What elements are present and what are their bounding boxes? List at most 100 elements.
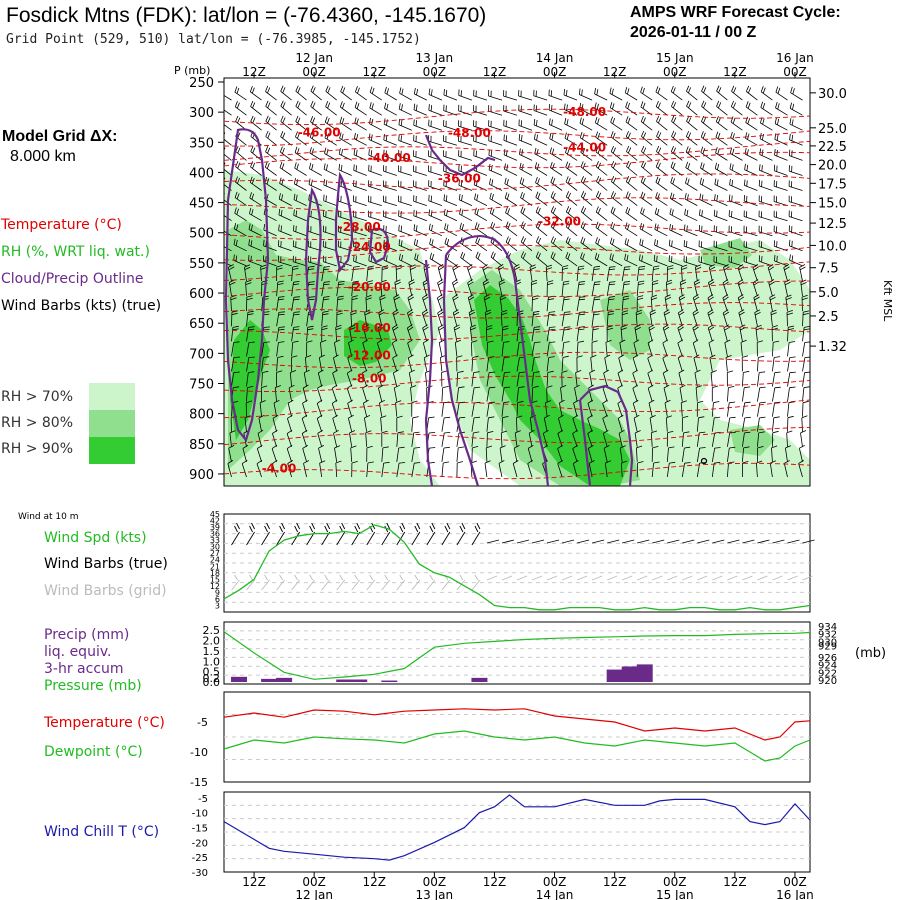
wind-barb (580, 252, 593, 267)
temperature-contour-line (224, 462, 810, 480)
wind-barb (486, 416, 495, 432)
wind-barb (744, 163, 758, 176)
wind-barb (293, 193, 307, 206)
wind-barb (321, 296, 330, 312)
wind-barb (338, 163, 352, 176)
wind-barb (473, 120, 488, 131)
wind-barb (381, 430, 388, 447)
wind-barb (738, 309, 745, 327)
wind-barb (407, 294, 415, 312)
wind-barb (550, 176, 563, 191)
wind-barb (301, 414, 308, 432)
bottom-time-label: 12Z (483, 875, 507, 889)
top-date-label: 15 Jan (656, 51, 694, 65)
wind-barb (665, 415, 673, 432)
wind-barb (291, 311, 300, 327)
wind-barb (788, 210, 803, 222)
temperature-contour-label: -48.00 (563, 105, 606, 119)
wind-barb (604, 460, 611, 478)
wind-barb (503, 90, 518, 101)
wind-barb (685, 130, 698, 146)
wind-barb (773, 225, 788, 237)
wind-barb (546, 370, 554, 387)
wind-barb (441, 461, 450, 478)
pressure-tick-label: 600 (189, 287, 214, 302)
wind-barb (742, 431, 751, 447)
surface-wind-barb-true (652, 539, 665, 544)
wind-barb (398, 103, 412, 116)
surface-wind-barb-grid (606, 575, 618, 581)
wind-barb (743, 255, 758, 267)
wind-barb (379, 294, 386, 312)
wind-barb (324, 147, 337, 161)
wind-barb (428, 209, 443, 222)
wind-barb (561, 265, 569, 282)
wind-barb (802, 371, 810, 387)
wind-barb (802, 386, 810, 402)
wind-barb (333, 429, 339, 447)
wind-barb (469, 324, 477, 342)
wind-barb (609, 253, 623, 267)
wind-barb (758, 195, 773, 206)
wind-barb (483, 294, 491, 312)
wind-barb (670, 176, 683, 191)
wind-barb (362, 339, 369, 357)
surface-wind-barb-grid (276, 574, 285, 591)
wind-barb (557, 459, 563, 478)
wind-barb (783, 460, 790, 478)
wind-barb (535, 191, 548, 206)
surface-wind-barb-true (592, 539, 605, 544)
wind-barb (527, 444, 534, 463)
wind-barb (295, 85, 307, 101)
wind-barb (505, 221, 518, 237)
wind-barb (665, 279, 673, 297)
wind-barb (280, 130, 292, 146)
height-tick-label: 20.0 (818, 159, 847, 174)
wind-barb (557, 429, 564, 447)
surface-wind-barb-grid (802, 575, 813, 581)
wind-barb (641, 160, 653, 176)
wind-barb (377, 324, 384, 342)
temperature-tick-label: -15 (190, 776, 208, 789)
wind-barb (333, 354, 339, 372)
surface-wind-barb-grid (351, 574, 361, 591)
wind-barb (632, 354, 639, 372)
wind-barb (655, 192, 668, 206)
wind-barb (546, 326, 556, 342)
wind-barb (500, 430, 508, 447)
wind-barb (769, 294, 776, 312)
wind-barb (437, 264, 445, 282)
wind-barb (471, 431, 480, 447)
cloud-outlines (224, 128, 634, 486)
surface-wind-barb-grid (697, 575, 708, 581)
wind-barb (413, 180, 427, 191)
wind-barb (293, 225, 307, 237)
wind-barb (234, 101, 247, 116)
wind-barb (250, 145, 262, 161)
wind-speed-label: Wind Spd (kts) (44, 530, 147, 546)
wind-barb (363, 324, 370, 342)
wind-barb (280, 85, 292, 101)
wind-barb (428, 104, 443, 116)
wind-barb (654, 223, 668, 237)
wind-barb (231, 341, 240, 357)
wind-barb (595, 161, 608, 176)
wind-barb (381, 265, 389, 282)
wind-barb (224, 94, 232, 101)
wind-barb (744, 148, 758, 161)
wind-barb (686, 85, 698, 101)
wind-speed-tick-label: 42 (210, 517, 220, 526)
wind-barb (610, 221, 623, 237)
wind-barb (625, 176, 638, 191)
wind-barb (498, 460, 505, 478)
wind-barb (224, 246, 232, 252)
wind-barb (587, 399, 594, 417)
wind-barb (772, 386, 781, 402)
wind-barb (573, 399, 579, 417)
wind-barb (591, 296, 601, 312)
wind-barb (248, 239, 262, 252)
wind-barb (683, 255, 698, 267)
page-title: Fosdick Mtns (FDK): lat/lon = (-76.4360,… (6, 4, 487, 27)
wind-barb (725, 355, 732, 372)
